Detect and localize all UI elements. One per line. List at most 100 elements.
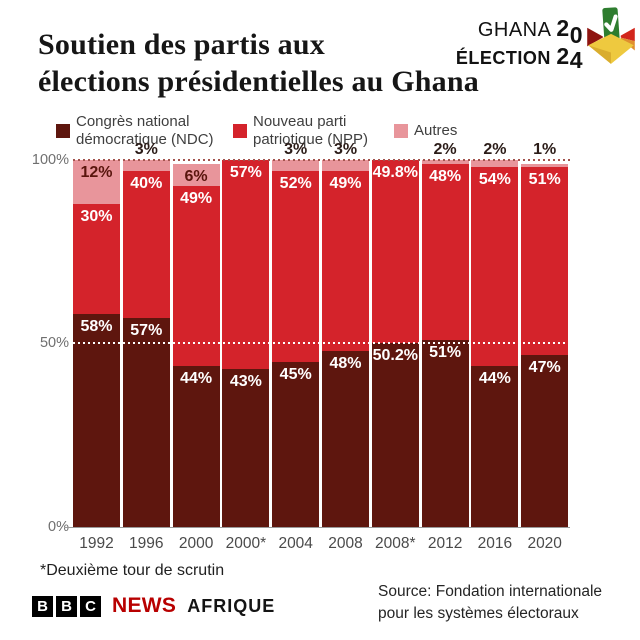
x-axis-label-2016: 2016 [477, 535, 513, 552]
bar-2000*: 43% 57% 2000* [222, 160, 270, 552]
bar-segment-autres-2020 [521, 163, 569, 168]
bar-value-label-autres-2004: 3% [284, 141, 308, 158]
bar-segment-autres-2000 [172, 163, 220, 186]
gridline-50 [73, 342, 570, 344]
bar-segment-autres-2004 [272, 160, 320, 172]
y-axis-tick-100: 100% [31, 152, 69, 168]
bar-1996: 57% 40% 3% 1996 [122, 141, 170, 552]
bar-1992: 58% 30% 12% 1992 [73, 160, 120, 552]
legend-label-autres: Autres [414, 122, 458, 139]
bar-segment-npp-2008 [322, 171, 369, 351]
bar-2012: 51% 48% 2% 2012 [421, 141, 469, 552]
bar-segment-npp-1996 [122, 171, 170, 318]
bar-segment-ndc-2004 [272, 361, 320, 527]
x-axis-label-1992: 1992 [79, 535, 114, 552]
legend-swatch-ndc [56, 124, 70, 138]
ballot-box-front-shade [588, 45, 611, 64]
bar-value-label-ndc-2000*: 43% [229, 373, 262, 391]
x-axis-label-2008*: 2008* [375, 535, 416, 552]
bar-value-label-ndc-2004: 45% [279, 365, 312, 383]
bar-segment-ndc-2012 [421, 339, 469, 527]
bar-segment-autres-2016 [471, 160, 519, 168]
bar-segment-ndc-2008* [371, 342, 419, 527]
x-axis-baseline [64, 527, 570, 528]
bar-value-label-npp-2000*: 57% [229, 164, 262, 181]
bar-value-label-ndc-2000: 44% [180, 369, 213, 387]
bar-value-label-ndc-2012: 51% [429, 343, 462, 361]
legend-item-autres: Autres [394, 113, 457, 149]
checkmark-icon [604, 14, 618, 32]
bar-segment-ndc-2000 [172, 365, 220, 527]
bar-segment-npp-2012 [421, 163, 469, 340]
logo-digit: 0 [569, 22, 583, 48]
bar-value-label-autres-1996: 3% [134, 141, 158, 158]
bar-segment-ndc-2008 [322, 350, 369, 527]
bar-segment-autres-2008 [322, 160, 369, 172]
bar-value-label-npp-2008: 49% [329, 175, 362, 192]
bar-2004: 45% 52% 3% 2004 [272, 141, 320, 552]
x-axis-label-2004: 2004 [278, 535, 313, 552]
legend-item-ndc: Congrès national démocratique (NDC) [56, 113, 214, 149]
page-title-line1: Soutien des partis aux [38, 28, 325, 61]
bar-segment-npp-2020 [521, 167, 569, 355]
ballot-box-icon [587, 6, 635, 64]
stacked-bar-chart: 58% 30% 12% 1992 57% 40% 3% 1996 44% 49% 6% 2000 43%… [73, 141, 570, 552]
legend-swatch-npp [233, 124, 247, 138]
bar-segment-npp-2000 [172, 185, 220, 366]
bbc-block-b2: B [56, 595, 77, 617]
bar-segment-autres-2012 [421, 160, 469, 164]
bar-segment-ndc-1992 [73, 314, 120, 527]
bar-value-label-npp-2008*: 49.8% [372, 164, 418, 181]
ghana-election-logo-line1: GHANA 20 [456, 15, 583, 48]
bar-segment-autres-1996 [122, 160, 170, 172]
bar-2020: 47% 51% 1% 2020 [521, 141, 569, 552]
bar-segment-ndc-2020 [521, 354, 569, 527]
source-line1: Source: Fondation internationale [378, 583, 603, 600]
logo-country-text: GHANA [477, 19, 551, 41]
bbc-region-wordmark: AFRIQUE [187, 595, 276, 616]
bar-value-label-autres-1992: 12% [80, 164, 113, 181]
bar-value-label-ndc-2020: 47% [528, 358, 561, 376]
x-axis-label-1996: 1996 [129, 535, 164, 552]
bbc-news-wordmark: NEWS [112, 594, 177, 617]
bar-value-label-ndc-2008*: 50.2% [372, 346, 418, 364]
bar-value-label-npp-2016: 54% [478, 171, 511, 189]
page-title-line2: élections présidentielles au Ghana [38, 65, 479, 98]
bbc-block-b1: B [32, 595, 53, 617]
bbc-news-afrique-logo: B B C NEWS AFRIQUE [32, 594, 275, 618]
bar-segment-ndc-1996 [122, 317, 170, 527]
bar-segment-ndc-2000* [222, 369, 270, 527]
legend-label-ndc: Congrès national démocratique (NDC) [76, 113, 214, 148]
bar-value-label-autres-2008: 3% [333, 141, 358, 158]
bar-value-label-npp-2004: 52% [279, 175, 312, 192]
source-credit: Source: Fondation internationale pour le… [378, 581, 602, 625]
page-title: Soutien des partis aux élections préside… [38, 26, 479, 100]
logo-digit: 4 [569, 47, 583, 73]
bar-2008: 48% 49% 3% 2008 [322, 141, 369, 552]
bar-2000: 44% 49% 6% 2000 [172, 160, 220, 552]
bar-value-label-npp-1992: 30% [80, 208, 113, 226]
bar-value-label-ndc-1996: 57% [130, 321, 163, 339]
ballot-box-front-face [588, 33, 634, 64]
bar-value-label-npp-1996: 40% [130, 175, 163, 192]
bar-value-label-ndc-2016: 44% [478, 369, 511, 387]
y-axis-tick-50: 50% [39, 335, 69, 351]
bar-segment-npp-2008* [371, 160, 419, 343]
logo-election-text: ÉLECTION [455, 48, 551, 68]
source-line2: pour les systèmes électoraux [378, 605, 579, 622]
bar-value-label-autres-2016: 2% [483, 141, 507, 158]
x-axis-label-2008: 2008 [328, 535, 363, 552]
logo-digit: 2 [556, 15, 570, 41]
bar-2016: 44% 54% 2% 2016 [471, 141, 519, 552]
bbc-block-c: C [80, 595, 101, 617]
bar-segment-npp-2016 [471, 167, 519, 366]
ballot-box-left-face [587, 27, 604, 47]
bar-value-label-autres-2012: 2% [433, 141, 457, 158]
x-axis-label-2020: 2020 [527, 535, 562, 552]
footnote: *Deuxième tour de scrutin [40, 562, 225, 579]
bar-value-label-ndc-2008: 48% [329, 354, 362, 372]
logo-digit: 2 [556, 43, 570, 69]
ghana-election-logo-line2: ÉLECTION 24 [455, 43, 583, 73]
gridline-100 [73, 159, 570, 161]
bar-segment-npp-2000* [222, 160, 270, 370]
